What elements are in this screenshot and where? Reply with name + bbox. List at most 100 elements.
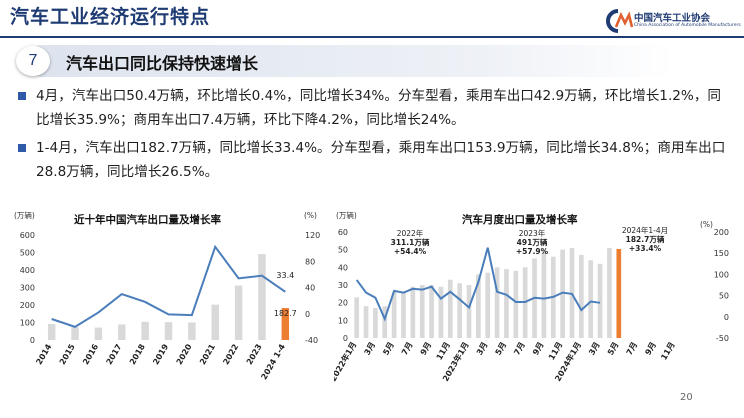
chart2-bar: [494, 267, 500, 338]
chart2-bar: [382, 306, 388, 338]
chart1-bar: [164, 322, 173, 340]
chart2-bar: [457, 283, 462, 338]
chart1-x-label: 2024 1-4: [259, 342, 287, 381]
chart2-left-tick: 50: [338, 246, 348, 255]
logo-name-en: China Association of Automobile Manufact…: [634, 23, 741, 28]
chart1-left-tick: 0: [30, 336, 35, 345]
chart2-x-label: 5月: [381, 341, 396, 357]
chart1-x-label: 2014: [34, 342, 53, 366]
chart1-left-tick: 100: [20, 319, 35, 328]
chart2-x-label: 7月: [512, 341, 527, 357]
chart1-right-tick: 80: [305, 257, 315, 266]
chart1-bar: [94, 327, 103, 340]
section-title: 汽车出口同比保持快速增长: [66, 54, 259, 73]
chart1-right-tick: 40: [305, 284, 315, 293]
chart2-bar: [429, 285, 434, 338]
chart2-annotation-line: 2022年: [397, 228, 424, 238]
chart1-left-tick: 500: [20, 249, 35, 258]
chart2-bar: [466, 285, 472, 338]
chart2-growth-line: [355, 247, 601, 322]
chart2-right-tick: 150: [714, 249, 729, 258]
bullet-list: 4月，汽车出口50.4万辆，环比增长0.4%，同比增长34%。分车型看，乘用车出…: [14, 84, 734, 188]
chart2-x-label: 5月: [494, 341, 509, 357]
chart2-bar: [607, 247, 612, 338]
chart2-right-tick: 50: [719, 292, 729, 301]
header-divider: [0, 36, 744, 38]
chart2-x-label: 9月: [419, 341, 434, 357]
chart1-left-tick: 300: [20, 284, 35, 293]
caam-logo: 中国汽车工业协会 China Association of Automobile…: [604, 8, 741, 38]
chart1-left-tick: 200: [20, 301, 35, 310]
chart2-x-label: 3月: [475, 341, 490, 357]
chart2-bar: [485, 272, 491, 338]
chart2-x-label: 7月: [625, 341, 640, 357]
monthly-export-chart: (万辆) (%) 0 10 20 30 40 50 60 -50 0 50 100 150 200 2022年…: [334, 210, 729, 383]
chart2-bar: [476, 274, 481, 338]
page-header-title: 汽车工业经济运行特点: [10, 6, 211, 28]
chart2-annotation-line: +54.4%: [394, 247, 427, 256]
chart2-bar: [373, 307, 378, 338]
chart1-right-tick: 120: [305, 231, 320, 240]
annual-export-chart: (万辆) (%) 0 100 200 300 400 500 600 -40 0 40 80 120 201…: [14, 210, 320, 381]
chart2-x-label: 3月: [363, 341, 378, 357]
chart2-bar: [391, 292, 397, 338]
chart1-bar: [47, 324, 56, 340]
chart1-x-label: 2017: [105, 343, 124, 367]
logo-name-cn: 中国汽车工业协会: [634, 13, 711, 24]
chart2-bar: [504, 269, 509, 338]
chart1-line-annotation: 33.4: [276, 271, 294, 280]
chart2-right-tick: -50: [716, 334, 729, 343]
chart1-left-tick: 600: [20, 231, 35, 240]
chart2-annotation-line: 311.1万辆: [391, 237, 430, 247]
chart2-annotation-line: +57.9%: [516, 247, 549, 256]
chart1-right-unit: (%): [304, 211, 317, 220]
chart2-left-tick: 0: [343, 334, 348, 343]
chart1-bar: [281, 308, 290, 340]
chart2-right-unit: (%): [700, 220, 713, 229]
chart1-bar: [211, 304, 219, 340]
chart2-annotation-line: +33.4%: [629, 244, 662, 253]
caam-logo-mark-icon: [606, 9, 634, 33]
chart2-left-tick: 30: [338, 281, 348, 290]
chart1-x-label: 2018: [128, 342, 147, 366]
chart1-bar: [234, 285, 243, 340]
chart1-bar: [141, 321, 149, 340]
chart2-right-tick: 200: [714, 228, 729, 237]
chart2-x-label: 9月: [531, 341, 546, 357]
chart2-left-tick: 10: [338, 316, 348, 325]
chart2-left-tick: 20: [338, 299, 348, 308]
chart2-title: 汽车月度出口量及增长率: [462, 214, 578, 226]
chart1-bar: [258, 254, 266, 340]
bullet-jan-apr: 1-4月，汽车出口182.7万辆，同比增长33.4%。分车型看，乘用车出口153…: [14, 136, 734, 184]
chart2-right-tick: 0: [724, 313, 729, 322]
chart2-annotation-line: 182.7万辆: [626, 234, 665, 244]
chart2-left-unit: (万辆): [336, 210, 357, 220]
chart2-bar: [447, 279, 453, 338]
bullet-square-icon: [18, 144, 26, 152]
chart2-bar: [588, 260, 594, 338]
chart1-x-label: 2022: [221, 343, 240, 367]
chart1-left-tick: 400: [20, 266, 35, 275]
chart2-x-label: 9月: [643, 341, 658, 357]
chart2-x-label: 11月: [547, 341, 564, 362]
chart1-x-label: 2019: [151, 342, 170, 366]
chart2-right-tick: 100: [714, 270, 729, 279]
chart2-bar: [579, 254, 584, 338]
chart1-x-label: 2016: [81, 342, 100, 366]
chart2-bar: [363, 306, 369, 338]
chart2-annotation-line: 2023年: [519, 228, 546, 238]
chart2-annotation-line: 2024年1-4月: [622, 225, 668, 235]
chart2-left-tick: 60: [338, 228, 348, 237]
page-number: 20: [680, 392, 693, 403]
chart1-bar: [71, 327, 79, 340]
bullet-april: 4月，汽车出口50.4万辆，环比增长0.4%，同比增长34%。分车型看，乘用车出…: [14, 84, 734, 132]
chart2-bar: [401, 292, 406, 338]
chart2-bar: [419, 285, 425, 338]
chart1-right-tick: 0: [305, 310, 310, 319]
section-banner: [26, 45, 674, 77]
chart1-growth-line: [51, 244, 286, 328]
chart1-bar: [188, 322, 196, 340]
chart2-bar: [354, 297, 360, 338]
chart1-x-label: 2021: [198, 342, 217, 366]
chart2-bar: [541, 249, 547, 338]
